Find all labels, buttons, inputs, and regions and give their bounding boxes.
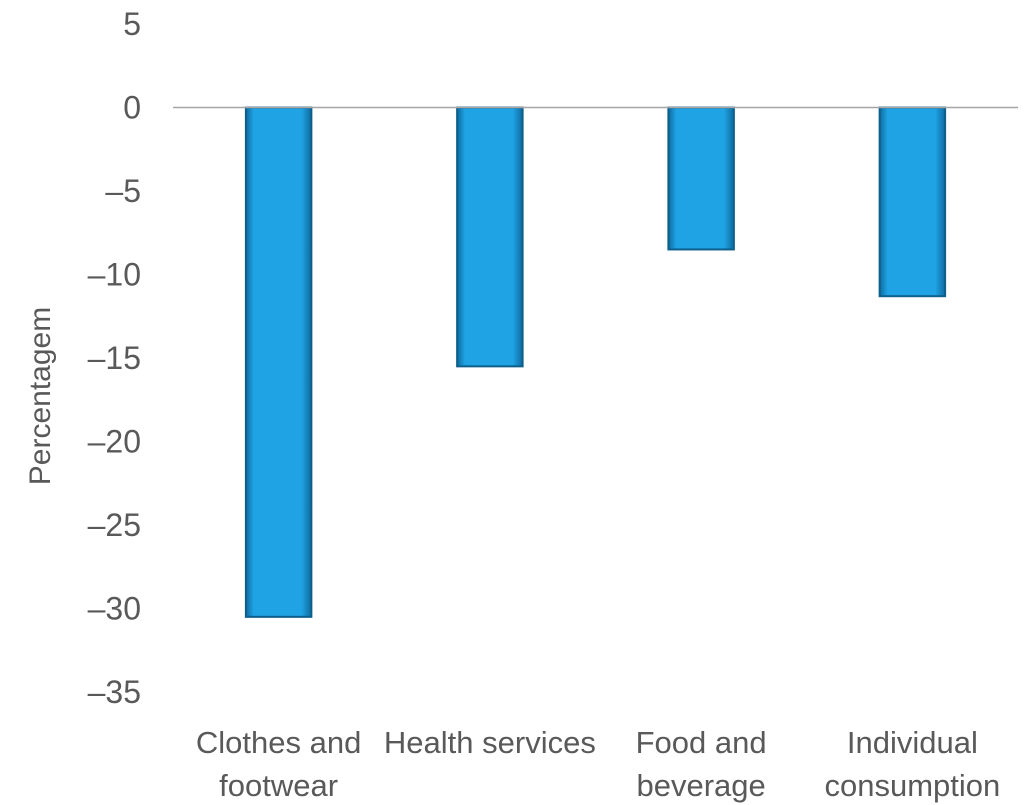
bar bbox=[244, 106, 313, 618]
y-tick-label: –20 bbox=[88, 424, 141, 460]
y-tick-label: 0 bbox=[123, 90, 141, 126]
y-tick-label: –10 bbox=[88, 257, 141, 293]
bar bbox=[878, 106, 947, 298]
y-tick-label: –25 bbox=[88, 507, 141, 543]
y-axis: 5 0 –5 –10 –15 –20 –25 –30 –35 bbox=[88, 6, 141, 710]
y-tick-label: 5 bbox=[123, 6, 141, 42]
x-tick-label: Clothes and footwear bbox=[196, 725, 361, 803]
x-tick-label: Food and beverage bbox=[636, 725, 767, 803]
bars-group bbox=[244, 106, 947, 618]
x-tick-label: Individual consumption bbox=[824, 725, 1000, 803]
y-tick-label: –35 bbox=[88, 674, 141, 710]
y-tick-label: –15 bbox=[88, 340, 141, 376]
x-axis: Clothes and footwear Health services Food a… bbox=[196, 725, 1000, 803]
x-tick-label: Health services bbox=[384, 725, 596, 760]
bar bbox=[667, 106, 735, 251]
y-tick-label: –30 bbox=[88, 591, 141, 627]
y-axis-title: Percentagem bbox=[24, 307, 57, 485]
y-tick-label: –5 bbox=[105, 173, 141, 209]
bar bbox=[456, 106, 524, 368]
